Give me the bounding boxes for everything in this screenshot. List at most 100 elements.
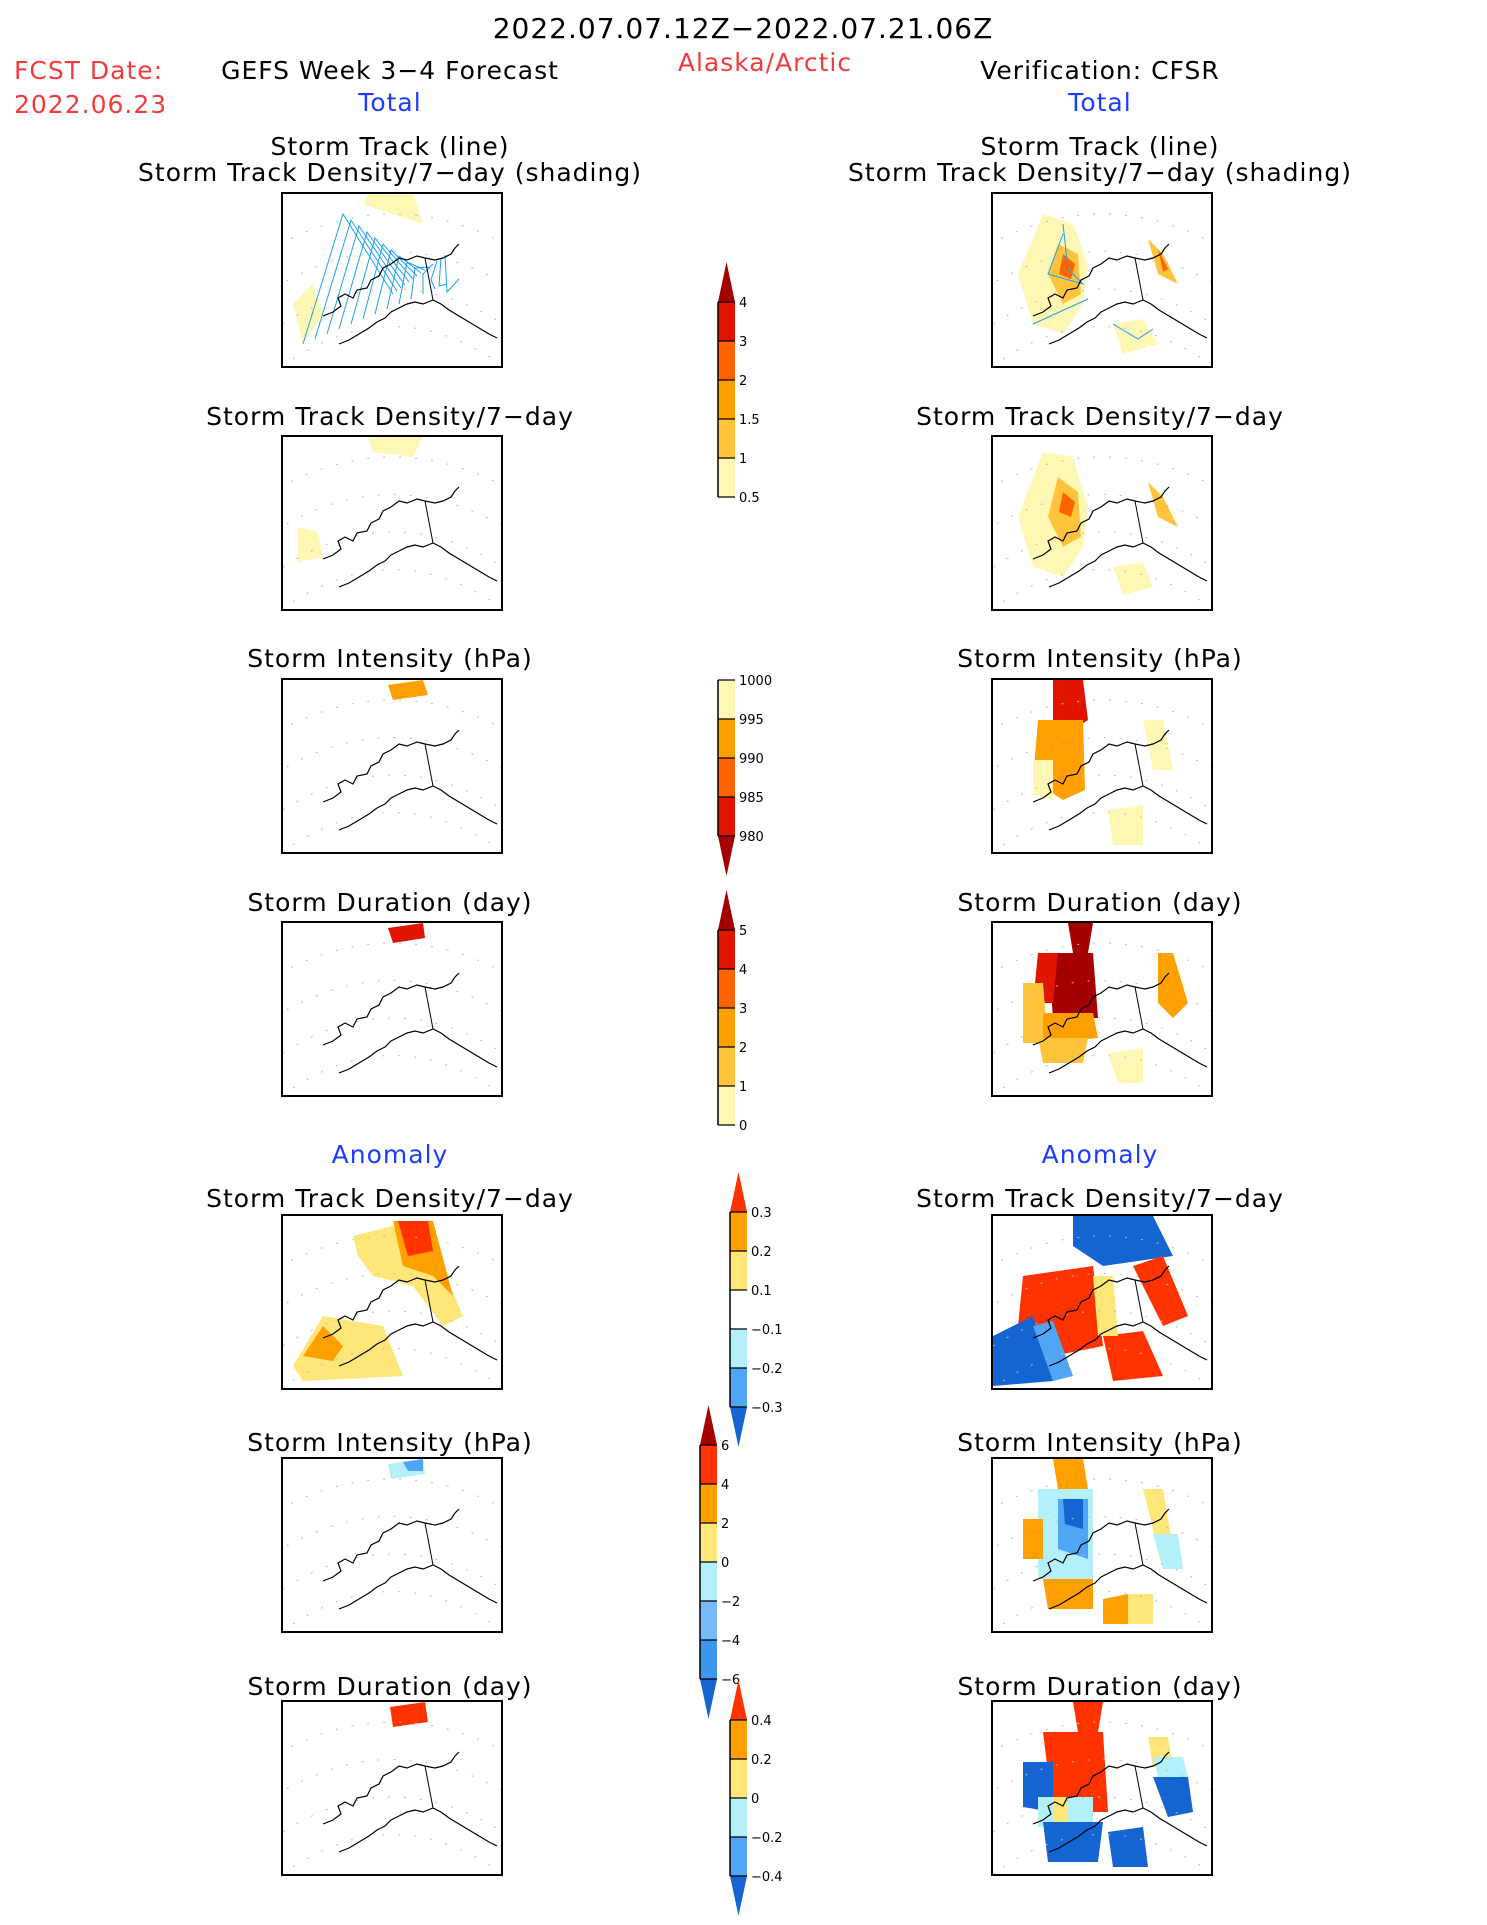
shaded-region: [1148, 482, 1178, 527]
shaded-region: [1103, 1331, 1163, 1381]
shaded-region: [1023, 983, 1048, 1043]
shaded-region: [303, 1326, 343, 1361]
shaded-region: [1108, 1827, 1148, 1867]
colorbar-anom-intensity: 6 4 2 0 −2 −4 −6: [699, 1405, 780, 1725]
shaded-region: [363, 194, 423, 224]
right-density-title: Storm Track Density/7−day: [916, 402, 1284, 431]
colorbar-swatch: [730, 1837, 747, 1876]
shaded-region: [1143, 720, 1173, 770]
colorbar-swatch: [730, 1251, 747, 1290]
border-line: [1134, 1765, 1144, 1809]
coastline: [1048, 1807, 1208, 1853]
map-verif-duration: [991, 921, 1213, 1097]
colorbar-extend-top: [730, 1172, 747, 1212]
left-track-title-1: Storm Track (line): [270, 132, 510, 161]
coastline: [1032, 1508, 1170, 1582]
latitude-line: [993, 737, 1211, 770]
shaded-region: [1063, 1499, 1083, 1529]
left-anomaly-label: Anomaly: [331, 1140, 449, 1169]
colorbar-tick-label: 0: [721, 1556, 729, 1571]
coastline: [338, 1807, 498, 1853]
right-track-title-2: Storm Track Density/7−day (shading): [848, 158, 1352, 187]
coastline: [1032, 972, 1170, 1046]
colorbar-tick-label: 0.5: [739, 491, 760, 506]
storm-track-line: [422, 263, 434, 294]
colorbar-tick-label: 0: [751, 1792, 759, 1807]
storm-track-line: [1047, 223, 1085, 286]
map-forecast-track: [281, 192, 503, 368]
shaded-region: [368, 437, 423, 457]
latitude-line: [292, 812, 494, 846]
shaded-region: [1043, 1013, 1098, 1043]
map-verif-density: [991, 435, 1213, 611]
colorbar-swatch: [730, 1720, 747, 1759]
map-forecast-anom-intensity: [281, 1457, 503, 1633]
coastline: [322, 243, 460, 317]
shaded-region: [1108, 805, 1143, 845]
map-verif-intensity: [991, 678, 1213, 854]
right-anom-intensity-title: Storm Intensity (hPa): [957, 1428, 1243, 1457]
shaded-region: [388, 923, 425, 943]
storm-track-line: [1032, 298, 1089, 325]
shaded-region: [1158, 953, 1188, 1018]
colorbar-swatch: [730, 1329, 747, 1368]
storm-track-line: [374, 249, 418, 315]
colorbar-tick-label: −0.2: [751, 1831, 783, 1846]
colorbar-tick-label: −0.1: [751, 1323, 783, 1338]
colorbar-swatch: [718, 1008, 735, 1047]
latitude-line: [292, 1591, 494, 1625]
map-forecast-density: [281, 435, 503, 611]
colorbar-tick-label: 4: [721, 1478, 729, 1493]
map-forecast-intensity: [281, 678, 503, 854]
latitude-line: [993, 774, 1211, 811]
colorbar-swatch: [718, 302, 735, 341]
coastline: [1048, 1028, 1208, 1074]
left-anom-density-title: Storm Track Density/7−day: [206, 1184, 574, 1213]
colorbar-extend-bottom: [700, 1679, 717, 1719]
shaded-region: [1108, 1048, 1143, 1083]
left-intensity-title: Storm Intensity (hPa): [247, 644, 533, 673]
colorbar-swatch: [718, 719, 735, 758]
colorbar-swatch: [730, 1798, 747, 1837]
map-verif-anom-density: [991, 1214, 1213, 1390]
colorbar-tick-label: 0: [739, 1119, 747, 1134]
colorbar-tick-label: 980: [739, 830, 764, 845]
shaded-region: [1043, 1822, 1103, 1862]
storm-track-line: [350, 236, 410, 325]
right-anom-density-title: Storm Track Density/7−day: [916, 1184, 1284, 1213]
colorbar-extend-top: [718, 262, 735, 302]
colorbar-swatch: [718, 380, 735, 419]
latitude-line: [283, 774, 501, 811]
map-forecast-anom-density: [281, 1214, 503, 1390]
coastline: [338, 1564, 498, 1610]
storm-track-line: [410, 266, 430, 300]
colorbar-swatch: [700, 1523, 717, 1562]
region-title: Alaska/Arctic: [677, 48, 853, 77]
colorbar-tick-label: 1: [739, 452, 747, 467]
shaded-region: [1059, 254, 1075, 279]
latitude-line: [283, 942, 501, 973]
colorbar-swatch: [700, 1601, 717, 1640]
border-line: [1134, 986, 1144, 1030]
shaded-region: [1073, 1702, 1103, 1732]
map-verif-anom-intensity: [991, 1457, 1213, 1633]
colorbar-tick-label: 2: [721, 1517, 729, 1532]
latitude-line: [1002, 812, 1204, 846]
shaded-region: [1093, 1276, 1118, 1336]
colorbar-tick-label: 995: [739, 713, 764, 728]
colorbar-swatch: [718, 797, 735, 836]
coastline: [322, 729, 460, 803]
latitude-line: [283, 1516, 501, 1549]
colorbar-swatch: [700, 1484, 717, 1523]
right-duration-title: Storm Duration (day): [957, 888, 1243, 917]
left-track-title-2: Storm Track Density/7−day (shading): [138, 158, 642, 187]
latitude-line: [292, 1834, 494, 1868]
shaded-region: [398, 1221, 433, 1256]
coastline: [338, 1028, 498, 1074]
latitude-line: [1002, 1055, 1204, 1089]
storm-track-line: [444, 254, 460, 294]
latitude-line: [283, 1553, 501, 1590]
storm-track-line: [338, 230, 406, 330]
colorbar-tick-label: −0.3: [751, 1401, 783, 1416]
shaded-region: [390, 1702, 428, 1727]
